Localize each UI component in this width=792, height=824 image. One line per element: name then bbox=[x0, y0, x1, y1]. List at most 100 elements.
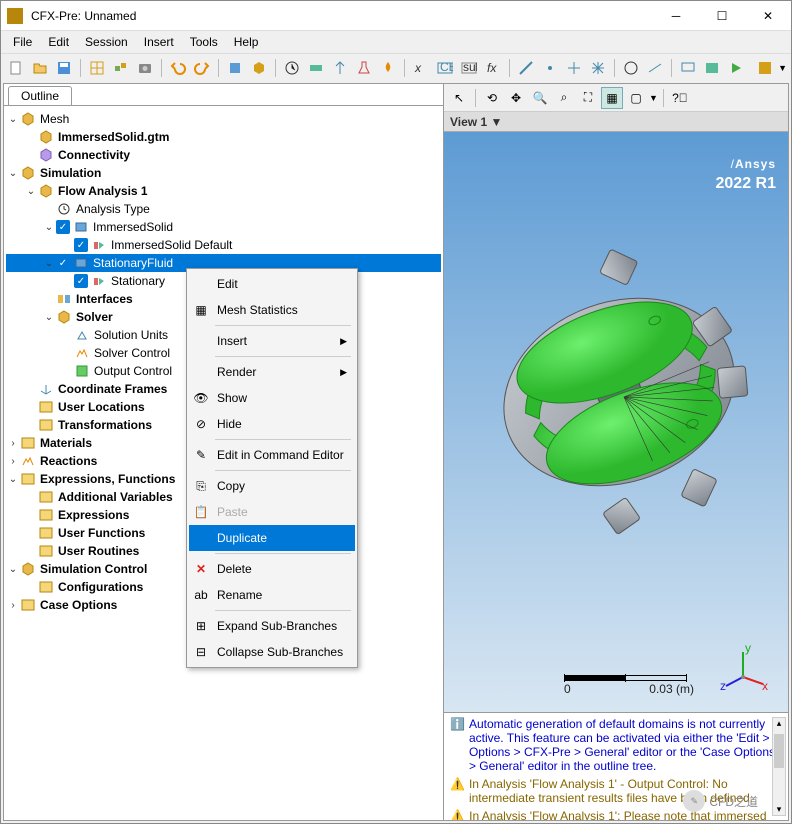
tree-item[interactable]: ✓ ImmersedSolid Default bbox=[6, 236, 441, 254]
expand-icon[interactable]: ⌄ bbox=[42, 258, 56, 269]
ctx-render[interactable]: Render▶ bbox=[189, 359, 355, 385]
cel-icon[interactable]: CEL bbox=[434, 57, 456, 79]
expand-icon[interactable]: ⌄ bbox=[6, 168, 20, 179]
view-header[interactable]: View 1 ▼ bbox=[444, 112, 788, 132]
star-icon[interactable] bbox=[587, 57, 609, 79]
fit-icon[interactable]: ⛶ bbox=[577, 87, 599, 109]
zoomin-icon[interactable]: 🔍 bbox=[529, 87, 551, 109]
ctx-show[interactable]: 👁Show bbox=[189, 385, 355, 411]
pan-icon[interactable]: ✥ bbox=[505, 87, 527, 109]
menu-session[interactable]: Session bbox=[77, 33, 136, 51]
expand-icon[interactable]: › bbox=[6, 456, 20, 467]
checkbox-icon[interactable]: ✓ bbox=[56, 220, 70, 234]
ctx-icon: ⎘ bbox=[193, 478, 209, 494]
maximize-button[interactable]: ☐ bbox=[699, 1, 745, 31]
svg-text:fx: fx bbox=[487, 61, 497, 75]
checkbox-icon[interactable]: ✓ bbox=[56, 256, 70, 270]
help-icon[interactable]: ?⃝ bbox=[669, 87, 691, 109]
wire-icon[interactable]: ▢ bbox=[625, 87, 647, 109]
ctx-rename[interactable]: abRename bbox=[189, 582, 355, 608]
tree-icon bbox=[91, 237, 107, 253]
menu-tools[interactable]: Tools bbox=[182, 33, 226, 51]
snapshot-icon[interactable] bbox=[134, 57, 156, 79]
tree-item[interactable]: ⌄Simulation bbox=[6, 164, 441, 182]
expand-icon[interactable]: ⌄ bbox=[6, 474, 20, 485]
flask-icon[interactable] bbox=[353, 57, 375, 79]
line-icon[interactable] bbox=[644, 57, 666, 79]
viewport-3d[interactable]: /Ansys 2022 R1 bbox=[444, 132, 788, 712]
tree-item[interactable]: ImmersedSolid.gtm bbox=[6, 128, 441, 146]
sub-icon[interactable]: sub bbox=[458, 57, 480, 79]
checkbox-icon[interactable]: ✓ bbox=[74, 274, 88, 288]
zoombox-icon[interactable]: ⌕ bbox=[553, 87, 575, 109]
menu-file[interactable]: File bbox=[5, 33, 40, 51]
render-icon[interactable] bbox=[754, 57, 776, 79]
ctx-edit-in-command-editor[interactable]: ✎Edit in Command Editor bbox=[189, 442, 355, 468]
ctx-collapse-sub-branches[interactable]: ⊟Collapse Sub-Branches bbox=[189, 639, 355, 665]
tree-label: Case Options bbox=[40, 598, 117, 612]
solid-icon[interactable] bbox=[248, 57, 270, 79]
menu-help[interactable]: Help bbox=[226, 33, 267, 51]
scrollbar[interactable]: ▴ ▾ bbox=[772, 717, 786, 816]
expand-icon[interactable]: › bbox=[6, 438, 20, 449]
redo-icon[interactable] bbox=[191, 57, 213, 79]
menu-edit[interactable]: Edit bbox=[40, 33, 77, 51]
undo-icon[interactable] bbox=[167, 57, 189, 79]
ctx-expand-sub-branches[interactable]: ⊞Expand Sub-Branches bbox=[189, 613, 355, 639]
tree-item[interactable]: Connectivity bbox=[6, 146, 441, 164]
tree-label: Expressions bbox=[58, 508, 129, 522]
assembly-icon[interactable] bbox=[110, 57, 132, 79]
ctx-icon bbox=[193, 276, 209, 292]
play-icon[interactable] bbox=[725, 57, 747, 79]
open-icon[interactable] bbox=[29, 57, 51, 79]
cross-icon[interactable] bbox=[563, 57, 585, 79]
ctx-label: Mesh Statistics bbox=[217, 303, 298, 317]
select-icon[interactable]: ▦ bbox=[601, 87, 623, 109]
clock-icon[interactable] bbox=[281, 57, 303, 79]
context-menu[interactable]: Edit▦Mesh Statistics Insert▶ Render▶👁Show⊘… bbox=[186, 268, 358, 668]
expand-icon[interactable]: ⌄ bbox=[24, 186, 38, 197]
tree-item[interactable]: ⌄✓ImmersedSolid bbox=[6, 218, 441, 236]
ctx-insert[interactable]: Insert▶ bbox=[189, 328, 355, 354]
ctx-duplicate[interactable]: Duplicate bbox=[189, 525, 355, 551]
save-icon[interactable] bbox=[53, 57, 75, 79]
mesh-icon[interactable] bbox=[86, 57, 108, 79]
tree-item[interactable]: Analysis Type bbox=[6, 200, 441, 218]
ctx-edit[interactable]: Edit bbox=[189, 271, 355, 297]
ctx-mesh-statistics[interactable]: ▦Mesh Statistics bbox=[189, 297, 355, 323]
tree-label: ImmersedSolid.gtm bbox=[58, 130, 169, 144]
minimize-button[interactable]: ─ bbox=[653, 1, 699, 31]
expand-icon[interactable]: ⌄ bbox=[42, 222, 56, 233]
cursor-icon[interactable]: ↖ bbox=[448, 87, 470, 109]
checkbox-icon[interactable]: ✓ bbox=[74, 238, 88, 252]
rotate-icon[interactable]: ⟲ bbox=[481, 87, 503, 109]
tree-item[interactable]: ⌄Flow Analysis 1 bbox=[6, 182, 441, 200]
menu-insert[interactable]: Insert bbox=[136, 33, 182, 51]
tree-label: Connectivity bbox=[58, 148, 130, 162]
expand-icon[interactable]: › bbox=[6, 600, 20, 611]
flame-icon[interactable] bbox=[377, 57, 399, 79]
expand-icon[interactable]: ⌄ bbox=[6, 114, 20, 125]
expand-icon[interactable]: ⌄ bbox=[6, 564, 20, 575]
close-button[interactable]: ✕ bbox=[745, 1, 791, 31]
ctx-copy[interactable]: ⎘Copy bbox=[189, 473, 355, 499]
tree-label: Solution Units bbox=[94, 328, 168, 342]
point-icon[interactable] bbox=[539, 57, 561, 79]
outline-tab[interactable]: Outline bbox=[8, 86, 72, 105]
clock2-icon[interactable] bbox=[620, 57, 642, 79]
source-icon[interactable] bbox=[329, 57, 351, 79]
ctx-hide[interactable]: ⊘Hide bbox=[189, 411, 355, 437]
out-icon[interactable] bbox=[701, 57, 723, 79]
model-gear bbox=[459, 242, 779, 542]
ctx-delete[interactable]: ✕Delete bbox=[189, 556, 355, 582]
variable-icon[interactable]: x bbox=[410, 57, 432, 79]
tree-label: ImmersedSolid Default bbox=[111, 238, 232, 252]
monitor-icon[interactable] bbox=[677, 57, 699, 79]
probe-icon[interactable] bbox=[515, 57, 537, 79]
domain-icon[interactable] bbox=[224, 57, 246, 79]
new-icon[interactable] bbox=[5, 57, 27, 79]
fx-icon[interactable]: fx bbox=[482, 57, 504, 79]
tree-item[interactable]: ⌄Mesh bbox=[6, 110, 441, 128]
boundary-icon[interactable] bbox=[305, 57, 327, 79]
expand-icon[interactable]: ⌄ bbox=[42, 312, 56, 323]
